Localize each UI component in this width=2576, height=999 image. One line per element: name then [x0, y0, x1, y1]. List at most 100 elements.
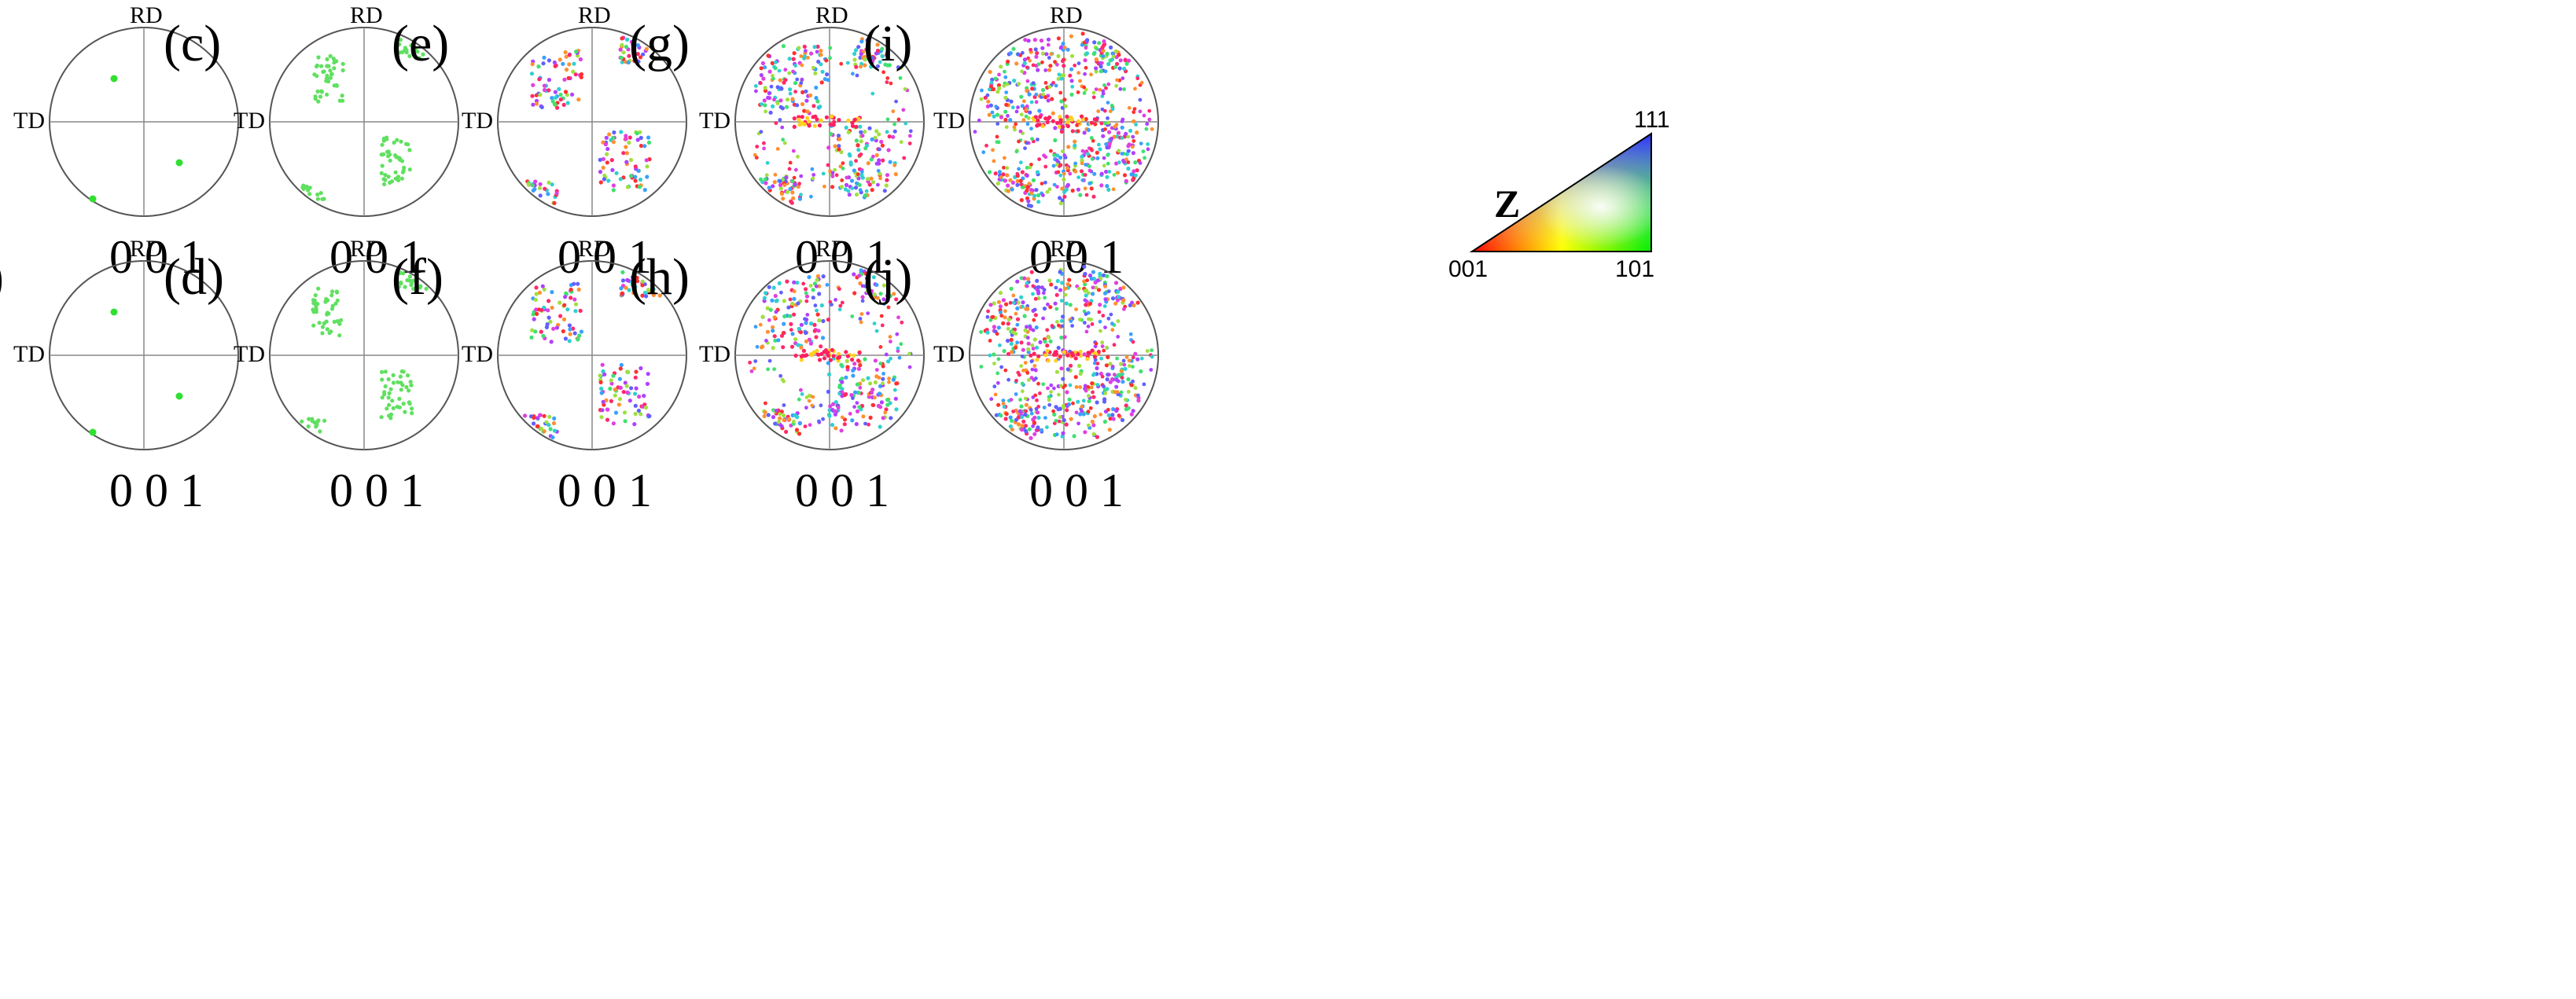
pole-point: [643, 405, 649, 410]
pole-point: [391, 406, 396, 411]
pole-point: [1098, 69, 1103, 74]
pole-point: [1008, 51, 1013, 56]
pole-point: [1092, 40, 1097, 45]
pole-point: [1016, 300, 1021, 305]
pole-point: [800, 115, 804, 119]
pole-point: [852, 362, 857, 366]
pole-point: [564, 291, 569, 296]
pole-point: [1083, 288, 1087, 293]
pole-point: [1039, 39, 1044, 43]
pole-point: [804, 287, 808, 292]
pole-point: [609, 381, 614, 386]
pole-point: [797, 421, 802, 426]
pole-point: [1127, 58, 1132, 63]
pole-point: [1047, 395, 1051, 399]
pole-point: [778, 78, 782, 83]
pole-point: [1126, 144, 1131, 149]
pole-point: [859, 39, 864, 44]
pole-point: [1083, 186, 1087, 191]
pole-point: [844, 182, 849, 187]
pole-point: [848, 412, 852, 416]
pole-point: [1054, 285, 1058, 290]
pole-point: [635, 52, 640, 57]
pole-point: [550, 96, 554, 101]
pole-point: [854, 159, 858, 163]
pole-point: [1062, 171, 1066, 176]
pole-point: [1084, 116, 1088, 122]
pole-point: [611, 188, 616, 193]
pole-point: [849, 178, 855, 183]
pole-point: [1043, 155, 1048, 160]
pole-point: [1144, 127, 1149, 131]
pole-point: [316, 418, 321, 423]
pole-point: [1058, 415, 1062, 420]
pole-point: [828, 122, 833, 127]
pole-point: [1051, 119, 1055, 123]
pole-point: [625, 369, 630, 374]
pole-point: [1021, 300, 1025, 305]
pole-point: [1086, 351, 1091, 355]
pole-point: [996, 299, 1001, 304]
pole-point: [1002, 165, 1006, 170]
pole-point: [795, 77, 800, 82]
td-label: TD: [462, 341, 493, 367]
pole-point: [1052, 412, 1057, 417]
pole-point: [807, 275, 811, 280]
pole-point: [328, 68, 333, 73]
pole-point: [999, 175, 1003, 179]
pole-point: [1012, 125, 1017, 130]
pole-point: [638, 177, 643, 182]
pole-point: [866, 177, 870, 182]
pole-point: [907, 365, 912, 369]
pole-point: [546, 423, 551, 428]
pole-point: [1116, 319, 1121, 323]
pole-point: [782, 321, 786, 326]
pole-point: [618, 385, 623, 390]
pole-point: [870, 295, 874, 299]
pole-point: [854, 64, 859, 69]
pole-point: [1128, 332, 1133, 336]
pole-point: [1115, 61, 1120, 66]
pole-point: [563, 336, 569, 341]
pole-point: [1035, 358, 1040, 362]
pole-point: [1048, 339, 1053, 343]
pole-point: [1025, 88, 1029, 93]
pole-point: [802, 44, 807, 50]
pole-point: [873, 358, 878, 363]
pole-point: [1110, 413, 1115, 417]
pole-point: [1054, 307, 1059, 311]
pole-point: [996, 325, 1001, 330]
pole-point: [1006, 59, 1010, 64]
pole-point: [1085, 278, 1089, 283]
pole-point: [1139, 356, 1144, 361]
td-label: TD: [933, 341, 965, 367]
pole-point: [571, 69, 576, 74]
pole-point: [1031, 424, 1035, 428]
pole-point: [1018, 129, 1023, 134]
projection-direction-label: 0 0 1: [558, 231, 652, 283]
pole-point: [1139, 369, 1143, 374]
pole-point: [619, 362, 624, 367]
pole-point: [984, 143, 988, 148]
pole-point: [989, 397, 994, 402]
pole-point: [1120, 376, 1124, 380]
pole-point: [1090, 148, 1094, 152]
pole-point: [1052, 182, 1057, 187]
pole-point: [766, 367, 770, 372]
pole-point: [865, 281, 870, 287]
pole-point: [876, 182, 880, 187]
pole-point: [1101, 91, 1106, 96]
pole-point: [877, 376, 881, 380]
pole-point: [383, 173, 388, 178]
pole-point: [380, 163, 385, 168]
pole-point: [771, 325, 775, 329]
pole-point: [534, 98, 539, 103]
pole-point: [549, 340, 554, 344]
pole-point: [1040, 123, 1045, 129]
pole-point: [325, 73, 329, 78]
pole-point: [778, 373, 782, 378]
pole-point: [1091, 390, 1095, 395]
pole-point: [1047, 68, 1052, 72]
panel-letter: (j): [863, 248, 912, 306]
